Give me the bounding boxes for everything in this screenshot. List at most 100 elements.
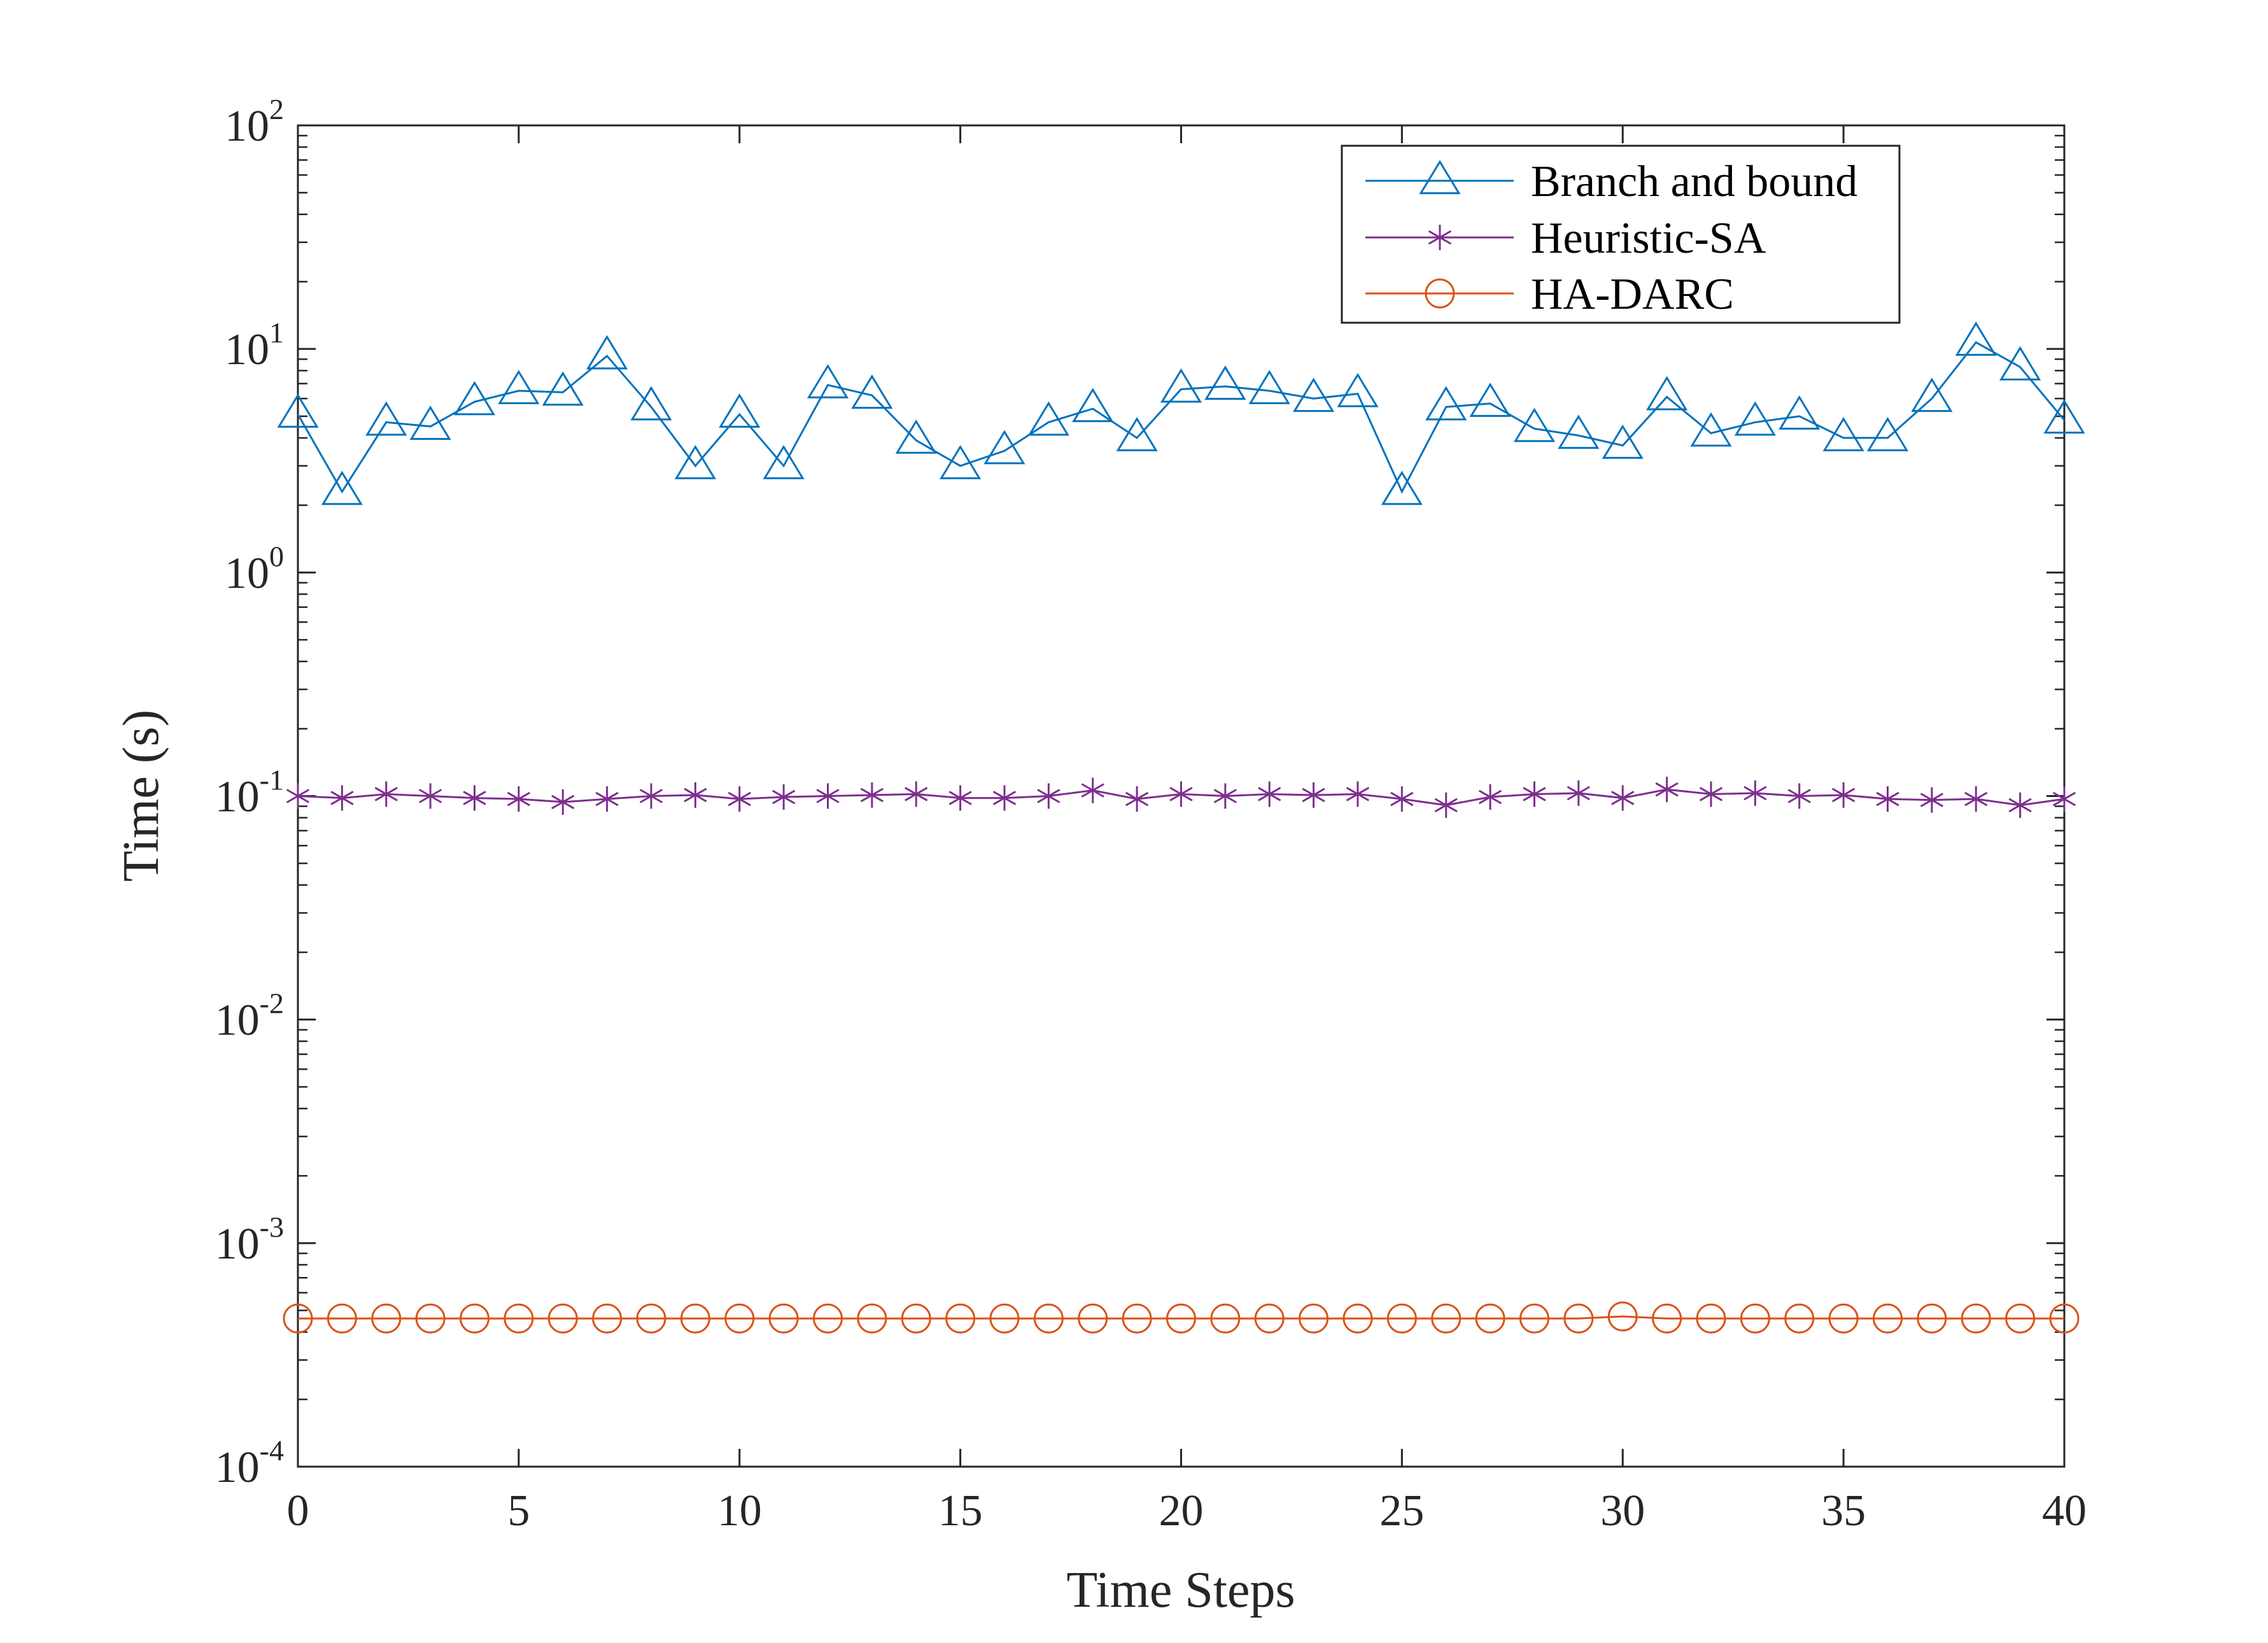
asterisk-stroke (286, 789, 310, 803)
data-point-heuristic-sa (1920, 787, 1944, 813)
data-point-ha-darc (1342, 1303, 1373, 1334)
legend-item-branch-and-bound: Branch and bound (1365, 157, 1857, 206)
data-point-branch-and-bound (1293, 377, 1335, 413)
data-point-heuristic-sa (1964, 786, 1988, 812)
legend-label: Branch and bound (1531, 157, 1857, 206)
asterisk-stroke (1258, 787, 1281, 801)
data-point-branch-and-bound (1690, 412, 1732, 447)
data-point-ha-darc (1122, 1303, 1152, 1334)
data-point-branch-and-bound (719, 393, 761, 428)
data-point-heuristic-sa (286, 783, 310, 809)
asterisk-stroke (1346, 787, 1370, 801)
data-point-ha-darc (768, 1303, 799, 1334)
asterisk-stroke (1081, 783, 1104, 798)
x-tick-label: 0 (287, 1486, 309, 1535)
data-point-ha-darc (1961, 1303, 1991, 1334)
series-ha-darc (283, 1301, 2080, 1334)
asterisk-stroke (684, 787, 707, 803)
data-point-heuristic-sa (2052, 786, 2076, 812)
legend-swatch-marker (1428, 225, 1452, 250)
data-point-branch-and-bound (586, 335, 628, 370)
asterisk-stroke (1743, 786, 1767, 801)
data-point-branch-and-bound (674, 444, 716, 479)
data-point-branch-and-bound (1027, 401, 1069, 436)
data-point-ha-darc (901, 1303, 931, 1334)
data-point-ha-darc (1210, 1303, 1241, 1334)
data-point-branch-and-bound (1911, 377, 1953, 413)
asterisk-stroke (418, 789, 442, 803)
data-point-heuristic-sa (1390, 786, 1414, 812)
data-point-branch-and-bound (498, 370, 540, 404)
data-point-heuristic-sa (684, 782, 707, 808)
asterisk-stroke (1390, 791, 1414, 807)
data-point-ha-darc (1607, 1301, 1638, 1332)
data-point-ha-darc (1828, 1303, 1859, 1334)
asterisk-stroke (1964, 791, 1988, 807)
data-point-ha-darc (547, 1303, 578, 1334)
asterisk-stroke (551, 794, 575, 810)
asterisk-stroke (2008, 798, 2032, 813)
data-point-heuristic-sa (1567, 780, 1591, 806)
asterisk-stroke (905, 787, 928, 801)
asterisk-stroke (728, 791, 751, 807)
data-point-heuristic-sa (1258, 781, 1281, 807)
asterisk-stroke (1699, 787, 1723, 801)
asterisk-stroke (1523, 787, 1546, 801)
y-tick-label: 100 (225, 540, 284, 598)
y-tick-label: 101 (225, 316, 284, 374)
asterisk-stroke (1787, 789, 1811, 803)
data-point-ha-darc (724, 1303, 755, 1334)
data-point-branch-and-bound (1734, 401, 1776, 436)
data-point-branch-and-bound (321, 470, 363, 505)
data-point-heuristic-sa (639, 783, 663, 809)
y-tick-label: 10-4 (215, 1434, 284, 1492)
data-point-heuristic-sa (418, 783, 442, 809)
legend-swatch-marker (1425, 278, 1455, 309)
asterisk-stroke (1611, 791, 1635, 805)
asterisk-stroke (860, 787, 884, 803)
data-point-ha-darc (1431, 1303, 1462, 1334)
data-point-heuristic-sa (1434, 792, 1458, 818)
data-point-ha-darc (415, 1303, 446, 1334)
series-heuristic-sa (286, 777, 2076, 818)
legend-label: Heuristic-SA (1531, 214, 1766, 263)
data-point-branch-and-bound (940, 444, 982, 479)
asterisk-stroke (1213, 789, 1237, 803)
asterisk-stroke (1302, 787, 1325, 803)
asterisk-stroke (595, 791, 619, 807)
asterisk-stroke (1876, 791, 1899, 807)
data-point-ha-darc (1652, 1303, 1682, 1334)
data-point-ha-darc (1740, 1303, 1770, 1334)
data-point-heuristic-sa (905, 781, 928, 807)
data-point-branch-and-bound (1425, 386, 1467, 421)
data-point-branch-and-bound (277, 393, 319, 428)
x-tick-label: 35 (1821, 1486, 1866, 1535)
data-point-ha-darc (989, 1303, 1020, 1334)
asterisk-stroke (771, 789, 796, 805)
asterisk-stroke (2052, 791, 2076, 807)
asterisk-stroke (463, 791, 486, 805)
asterisk-stroke (816, 789, 840, 803)
data-point-ha-darc (1386, 1303, 1417, 1334)
asterisk-stroke (992, 791, 1017, 805)
data-point-ha-darc (1917, 1303, 1947, 1334)
asterisk-stroke (1831, 787, 1856, 803)
data-point-ha-darc (1519, 1303, 1549, 1334)
data-point-heuristic-sa (374, 781, 398, 807)
data-point-ha-darc (1254, 1303, 1285, 1334)
data-point-branch-and-bound (851, 374, 893, 409)
x-tick-label: 25 (1379, 1486, 1424, 1535)
data-point-heuristic-sa (816, 783, 840, 809)
data-point-heuristic-sa (1831, 782, 1856, 808)
data-point-ha-darc (592, 1303, 623, 1334)
data-point-branch-and-bound (806, 363, 849, 398)
y-tick-label: 102 (225, 93, 284, 151)
y-axis-ticks: 10-4 10-3 10-2 10-1 100 101 102 (215, 93, 2064, 1492)
asterisk-stroke (639, 789, 663, 803)
data-point-ha-darc (2049, 1303, 2080, 1334)
data-point-branch-and-bound (1558, 414, 1600, 449)
data-point-heuristic-sa (992, 785, 1017, 811)
data-point-heuristic-sa (1169, 781, 1193, 807)
data-point-ha-darc (1299, 1303, 1329, 1334)
